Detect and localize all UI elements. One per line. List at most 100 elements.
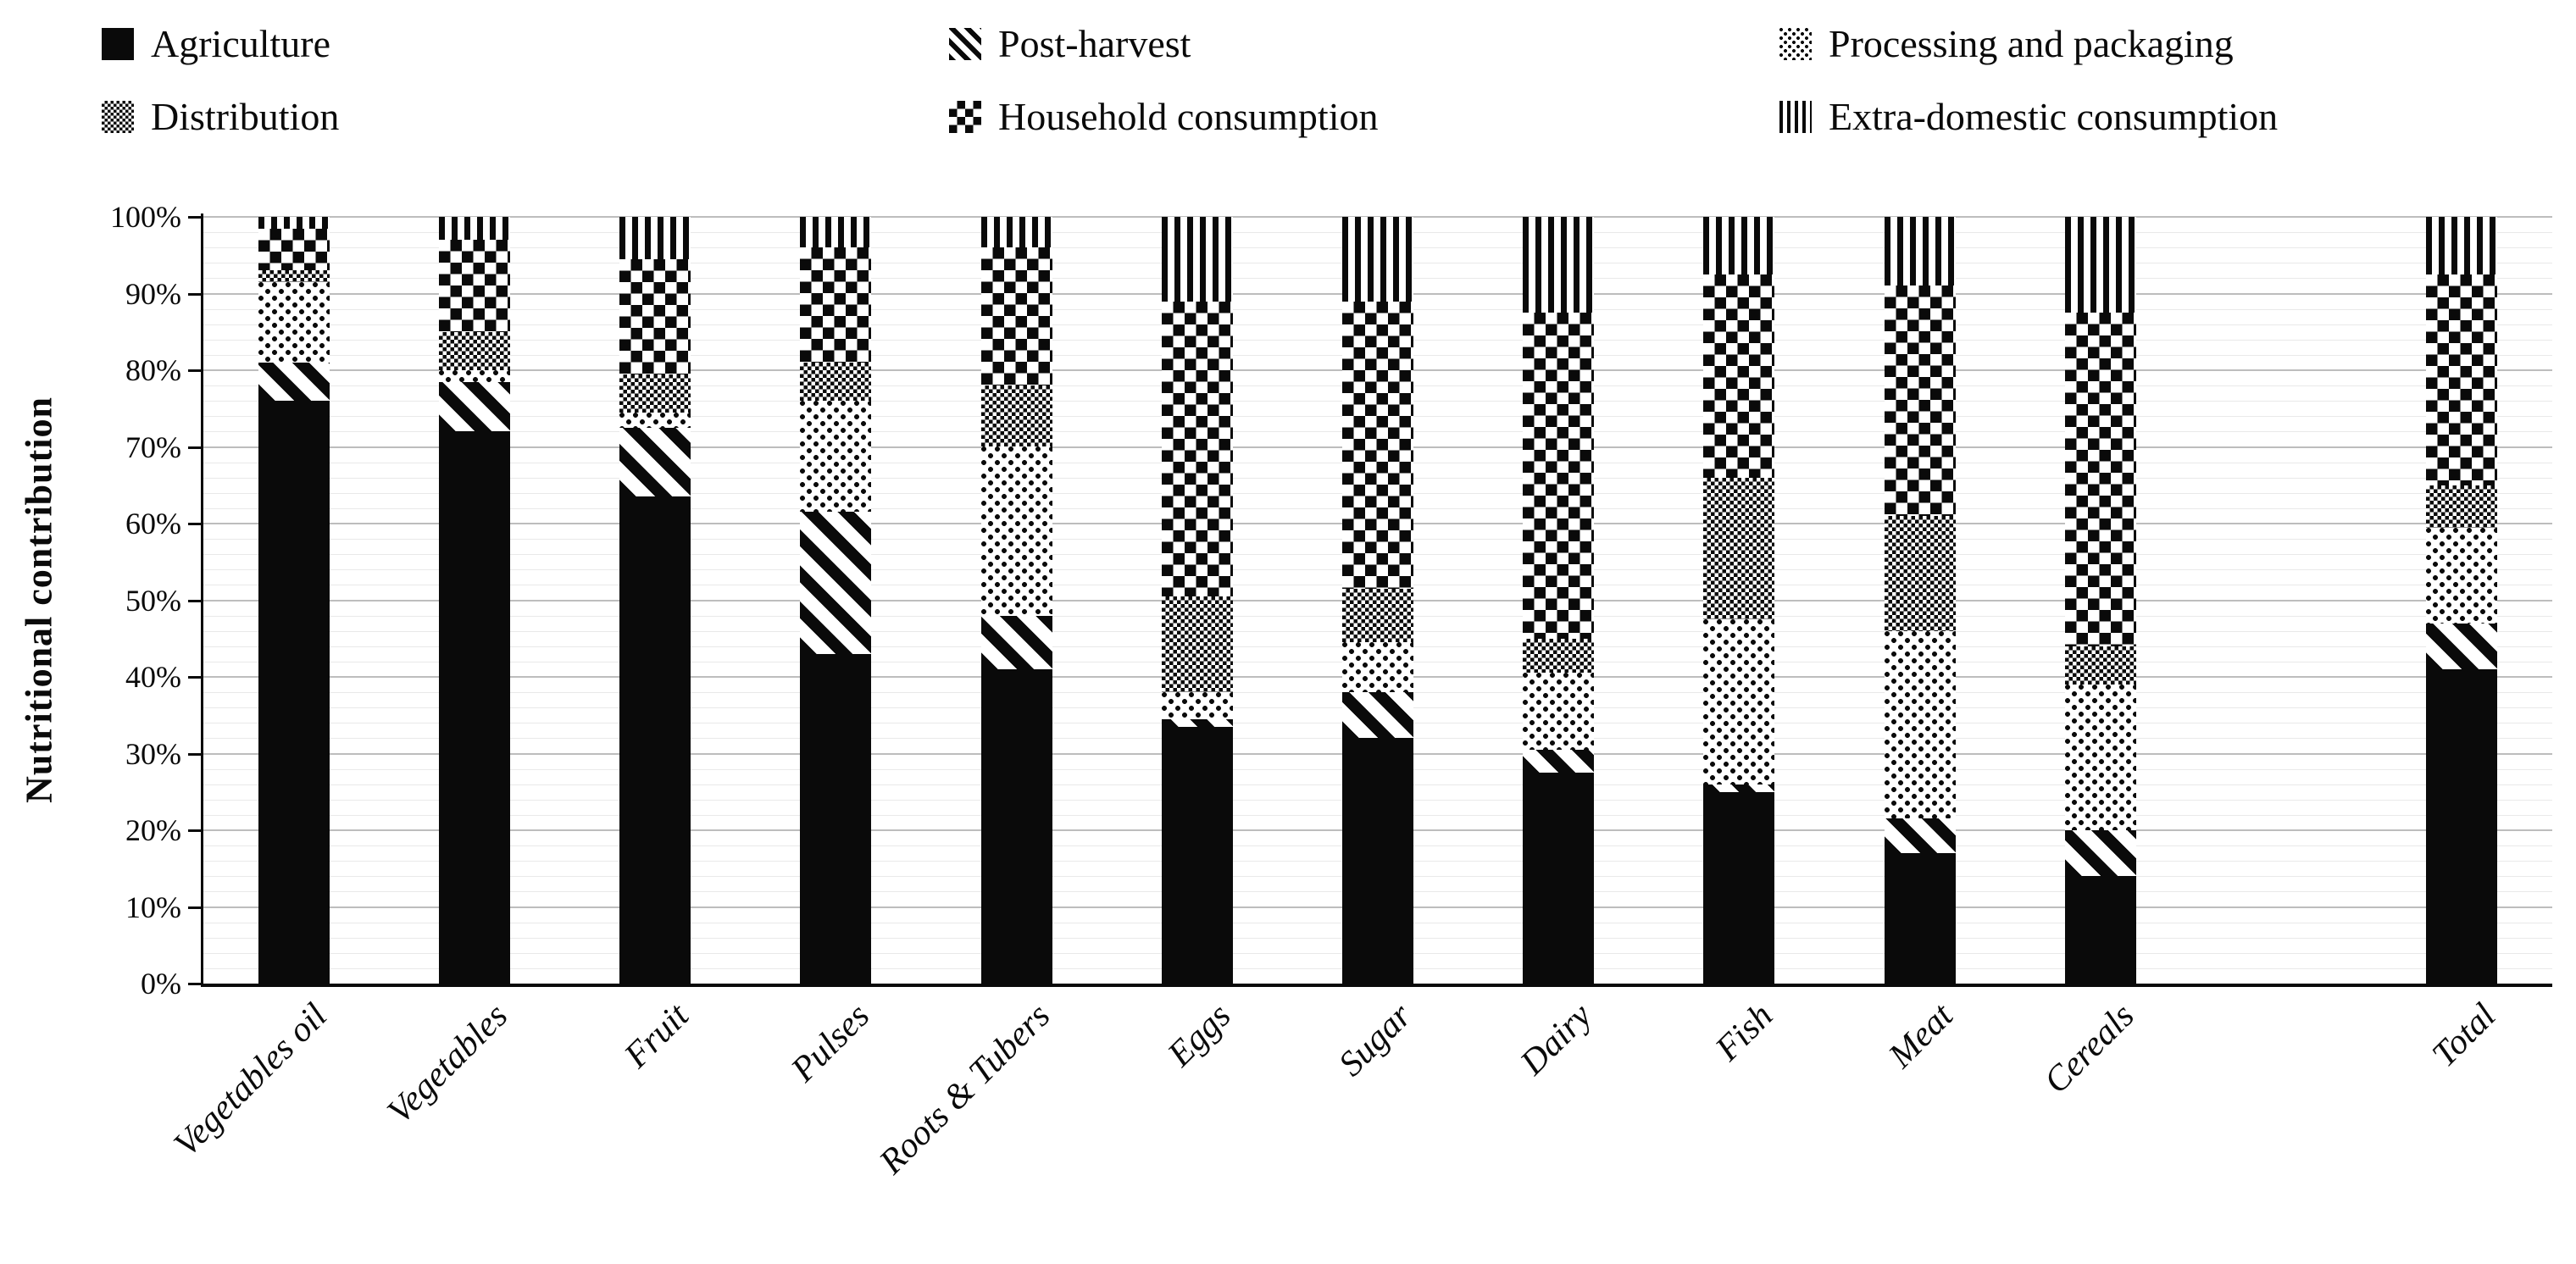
y-tick-mark xyxy=(188,446,203,449)
bar-segment xyxy=(1884,286,1956,516)
bar-segment xyxy=(258,363,330,401)
agriculture-swatch-icon xyxy=(102,28,134,60)
y-tick-label: 90% xyxy=(125,276,181,311)
y-tick-label: 0% xyxy=(141,967,181,1001)
bar-roots-tubers xyxy=(980,217,1052,984)
bar-segment xyxy=(980,217,1052,247)
legend-item-extra-domestic-consumption: Extra-domestic consumption xyxy=(1779,93,2278,141)
bar-segment xyxy=(438,217,510,240)
bar-fish xyxy=(1703,217,1775,984)
legend-label: Distribution xyxy=(151,95,340,138)
bar-segment xyxy=(980,446,1052,616)
legend-label: Extra-domestic consumption xyxy=(1829,95,2279,138)
bar-segment xyxy=(2064,646,2136,685)
bar-segment xyxy=(258,229,330,270)
bar-segment xyxy=(258,270,330,282)
x-axis-line xyxy=(203,984,2552,987)
x-axis-label: Dairy xyxy=(1513,996,1600,1083)
bar-segment xyxy=(800,512,872,654)
bar-segment xyxy=(1161,727,1233,984)
bar-segment xyxy=(438,240,510,332)
bar-segment xyxy=(1884,631,1956,818)
bar-vegetables-oil xyxy=(258,217,330,984)
bar-segment xyxy=(619,259,691,374)
bar-segment xyxy=(619,217,691,259)
bar-dairy xyxy=(1523,217,1595,984)
bar-eggs xyxy=(1161,217,1233,984)
household-swatch-icon xyxy=(949,101,981,133)
bar-segment xyxy=(1703,217,1775,274)
bar-segment xyxy=(1884,818,1956,853)
bar-segment xyxy=(2064,313,2136,646)
bar-segment xyxy=(1161,217,1233,302)
bar-segment xyxy=(980,385,1052,446)
y-tick-mark xyxy=(188,983,203,985)
legend-item-post-harvest: Post-harvest xyxy=(949,20,1191,68)
bar-segment xyxy=(800,217,872,247)
bar-segment xyxy=(1342,217,1413,302)
bar-segment xyxy=(800,247,872,363)
legend-label: Agriculture xyxy=(151,22,331,65)
bar-segment xyxy=(1703,619,1775,784)
x-axis-label: Pulses xyxy=(783,996,877,1090)
bar-sugar xyxy=(1342,217,1413,984)
legend-label: Household consumption xyxy=(998,95,1379,138)
bar-segment xyxy=(2426,528,2498,624)
bar-segment xyxy=(2064,685,2136,830)
bar-pulses xyxy=(800,217,872,984)
bar-segment xyxy=(800,654,872,984)
bar-segment xyxy=(1703,792,1775,984)
processing-swatch-icon xyxy=(1779,28,1812,60)
bar-segment xyxy=(1342,642,1413,692)
x-axis-label: Fish xyxy=(1707,996,1780,1069)
bar-segment xyxy=(438,370,510,382)
bar-meat xyxy=(1884,217,1956,984)
plot-area xyxy=(203,216,2552,984)
bar-segment xyxy=(1161,719,1233,727)
y-tick-label: 30% xyxy=(125,736,181,771)
y-tick-mark xyxy=(188,369,203,372)
bar-segment xyxy=(1342,302,1413,589)
bar-segment xyxy=(1161,302,1233,596)
y-tick-mark xyxy=(188,523,203,525)
bar-segment xyxy=(258,217,330,229)
y-tick-mark xyxy=(188,599,203,602)
bar-segment xyxy=(980,669,1052,984)
legend-label: Processing and packaging xyxy=(1829,22,2234,65)
x-axis-label: Cereals xyxy=(2036,996,2142,1101)
post-harvest-swatch-icon xyxy=(949,28,981,60)
bar-segment xyxy=(619,374,691,413)
x-axis-label: Vegetables oil xyxy=(166,996,336,1165)
bar-segment xyxy=(438,431,510,984)
bar-fruit xyxy=(619,217,691,984)
y-tick-label: 40% xyxy=(125,660,181,694)
legend-item-processing-and-packaging: Processing and packaging xyxy=(1779,20,2234,68)
y-tick-label: 20% xyxy=(125,813,181,847)
bar-segment xyxy=(2426,485,2498,528)
bar-segment xyxy=(1161,692,1233,719)
bar-segment xyxy=(2064,876,2136,984)
bar-segment xyxy=(258,282,330,363)
bar-segment xyxy=(1523,217,1595,313)
bar-segment xyxy=(980,616,1052,669)
bar-segment xyxy=(1523,639,1595,673)
y-tick-mark xyxy=(188,676,203,679)
legend-item-household-consumption: Household consumption xyxy=(949,93,1378,141)
x-axis-label: Total xyxy=(2424,996,2503,1075)
y-tick-mark xyxy=(188,752,203,756)
bar-segment xyxy=(619,496,691,984)
bar-segment xyxy=(2426,624,2498,669)
bar-segment xyxy=(980,247,1052,385)
x-axis-label: Meat xyxy=(1881,996,1962,1076)
bar-segment xyxy=(438,382,510,431)
bar-segment xyxy=(1703,784,1775,792)
bar-segment xyxy=(1884,516,1956,631)
bar-segment xyxy=(2426,217,2498,274)
y-tick-label: 100% xyxy=(110,200,181,234)
bar-segment xyxy=(2426,669,2498,984)
bar-segment xyxy=(619,413,691,428)
y-tick-label: 50% xyxy=(125,583,181,618)
x-axis-label: Eggs xyxy=(1160,996,1239,1074)
x-axis-label: Roots & Tubers xyxy=(872,996,1058,1183)
